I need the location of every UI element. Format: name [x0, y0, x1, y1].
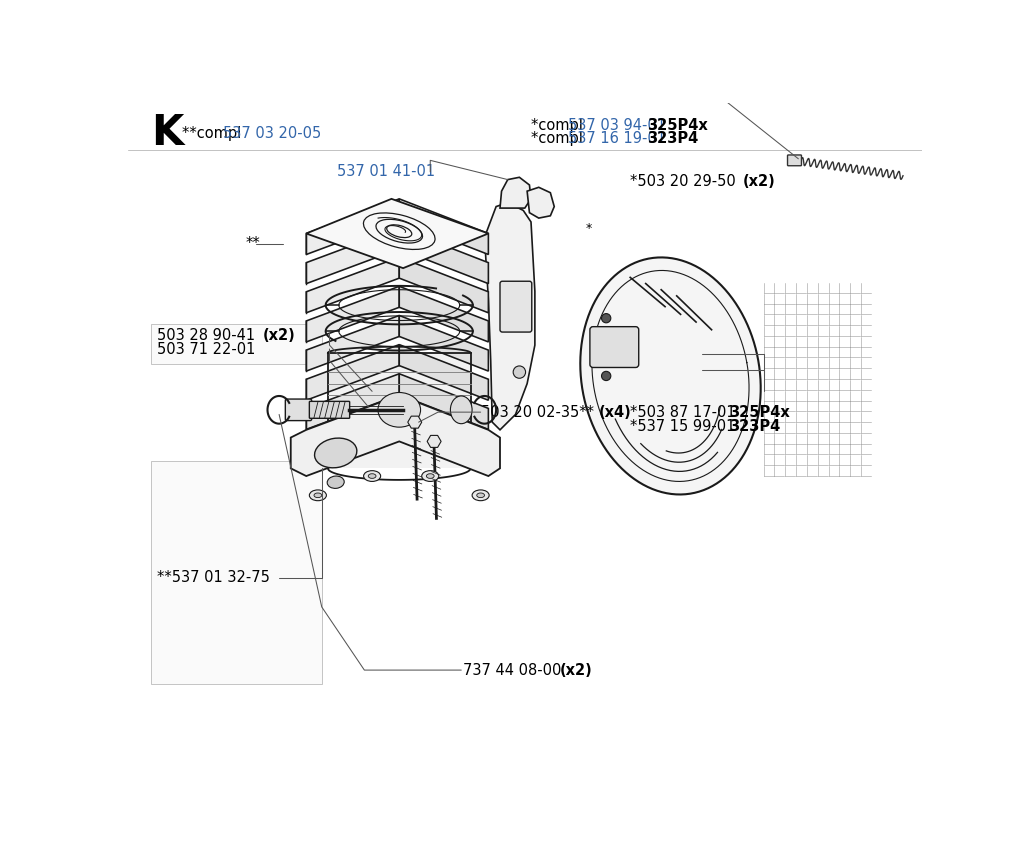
Ellipse shape	[426, 474, 434, 478]
Text: K: K	[152, 112, 183, 155]
Ellipse shape	[378, 392, 421, 428]
Polygon shape	[306, 374, 399, 429]
FancyBboxPatch shape	[787, 155, 802, 166]
Ellipse shape	[472, 490, 489, 501]
Polygon shape	[306, 315, 399, 371]
Ellipse shape	[369, 474, 376, 478]
Text: (x4): (x4)	[598, 404, 631, 420]
Text: *compl: *compl	[531, 132, 588, 146]
Text: 323P4: 323P4	[647, 132, 698, 146]
FancyBboxPatch shape	[286, 399, 311, 421]
Text: *compl: *compl	[531, 118, 588, 133]
Polygon shape	[399, 345, 488, 400]
Polygon shape	[306, 345, 399, 400]
Text: 503 71 22-01: 503 71 22-01	[158, 342, 256, 357]
Circle shape	[601, 314, 611, 323]
Text: 325P4x: 325P4x	[729, 405, 790, 421]
Text: **compl: **compl	[182, 126, 246, 141]
Polygon shape	[500, 177, 531, 208]
Bar	[152, 324, 322, 364]
Ellipse shape	[477, 493, 484, 498]
Polygon shape	[399, 199, 488, 255]
Text: *503 87 17-01: *503 87 17-01	[630, 405, 740, 421]
Text: (x2): (x2)	[742, 174, 775, 190]
Ellipse shape	[314, 438, 356, 468]
FancyBboxPatch shape	[500, 281, 531, 332]
Text: 737 44 08-00: 737 44 08-00	[463, 663, 566, 678]
Polygon shape	[291, 395, 500, 476]
Text: 325P4x: 325P4x	[647, 118, 708, 133]
Polygon shape	[399, 286, 488, 342]
Polygon shape	[527, 187, 554, 218]
Polygon shape	[484, 203, 535, 430]
Ellipse shape	[364, 470, 381, 481]
Text: 503 20 02-35**: 503 20 02-35**	[480, 404, 598, 420]
Text: (x2): (x2)	[560, 663, 593, 678]
Text: *: *	[586, 221, 592, 234]
Ellipse shape	[422, 470, 438, 481]
Text: 503 28 90-41: 503 28 90-41	[158, 328, 260, 344]
Polygon shape	[399, 374, 488, 429]
Polygon shape	[399, 257, 488, 313]
Text: **537 01 32-75: **537 01 32-75	[158, 570, 270, 585]
Polygon shape	[306, 286, 399, 342]
Polygon shape	[581, 257, 761, 494]
Circle shape	[513, 366, 525, 378]
Polygon shape	[306, 199, 399, 255]
Text: 323P4: 323P4	[729, 419, 780, 434]
Polygon shape	[328, 353, 471, 469]
FancyBboxPatch shape	[309, 401, 349, 418]
Text: **: **	[246, 236, 260, 251]
Ellipse shape	[314, 493, 322, 498]
Text: 537 03 94-01: 537 03 94-01	[568, 118, 671, 133]
Bar	[152, 461, 322, 684]
Text: 537 16 19-01: 537 16 19-01	[568, 132, 671, 146]
FancyBboxPatch shape	[590, 327, 639, 368]
Polygon shape	[399, 228, 488, 284]
Text: *537 15 99-01: *537 15 99-01	[630, 419, 740, 434]
Text: (x2): (x2)	[263, 328, 296, 344]
Polygon shape	[306, 257, 399, 313]
Text: 537 03 20-05: 537 03 20-05	[222, 126, 321, 141]
Text: 537 01 41-01: 537 01 41-01	[337, 164, 435, 180]
Text: *503 20 29-50: *503 20 29-50	[630, 174, 740, 190]
Circle shape	[601, 371, 611, 380]
Ellipse shape	[309, 490, 327, 501]
Ellipse shape	[451, 396, 472, 424]
Polygon shape	[306, 199, 488, 268]
Polygon shape	[306, 228, 399, 284]
Ellipse shape	[328, 476, 344, 488]
Polygon shape	[399, 315, 488, 371]
